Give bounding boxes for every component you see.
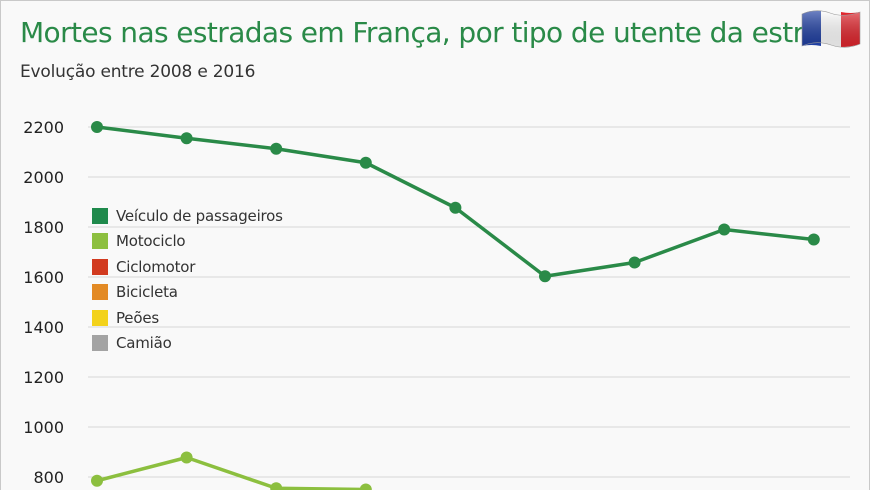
legend: Veículo de passageiros Motociclo Ciclomo… <box>92 203 283 356</box>
legend-swatch <box>92 335 108 352</box>
legend-label: Camião <box>116 334 172 353</box>
chart-subtitle: Evolução entre 2008 e 2016 <box>20 62 256 82</box>
chart-title: Mortes nas estradas em França, por tipo … <box>20 16 854 49</box>
y-tick-label: 2200 <box>23 118 64 137</box>
legend-swatch <box>92 258 108 275</box>
data-point <box>807 233 820 246</box>
data-point <box>449 201 462 214</box>
y-tick-label: 1800 <box>23 218 64 237</box>
legend-swatch <box>92 207 108 224</box>
legend-label: Veículo de passageiros <box>116 206 283 225</box>
data-point <box>359 156 372 169</box>
legend-item-truck: Camião <box>92 331 283 357</box>
legend-swatch <box>92 233 108 250</box>
legend-item-passenger-vehicle: Veículo de passageiros <box>92 203 283 229</box>
data-point <box>270 142 283 155</box>
legend-item-moped: Ciclomotor <box>92 254 283 280</box>
series-1 <box>91 451 372 490</box>
data-point <box>628 256 641 269</box>
data-point <box>180 451 193 464</box>
data-point <box>91 121 103 133</box>
y-tick-label: 800 <box>33 468 64 487</box>
data-point <box>180 132 193 145</box>
legend-label: Motociclo <box>116 232 186 251</box>
legend-item-bicycle: Bicicleta <box>92 280 283 306</box>
legend-label: Ciclomotor <box>116 257 196 276</box>
series-0 <box>91 121 820 283</box>
data-point <box>539 270 551 283</box>
series-line <box>95 455 368 490</box>
legend-swatch <box>92 284 108 301</box>
france-flag-icon <box>801 10 861 48</box>
y-tick-label: 1600 <box>23 268 64 287</box>
y-tick-label: 2000 <box>23 168 64 187</box>
legend-label: Bicicleta <box>116 283 178 302</box>
data-point <box>718 223 731 236</box>
y-tick-label: 1200 <box>23 368 64 387</box>
data-point <box>91 474 103 487</box>
y-tick-label: 1000 <box>23 418 64 437</box>
legend-swatch <box>92 309 108 326</box>
legend-label: Peões <box>116 308 159 327</box>
legend-item-pedestrians: Peões <box>92 305 283 331</box>
legend-item-motorcycle: Motociclo <box>92 229 283 255</box>
data-point <box>270 482 283 490</box>
y-tick-label: 1400 <box>23 318 64 337</box>
data-point <box>359 483 372 490</box>
